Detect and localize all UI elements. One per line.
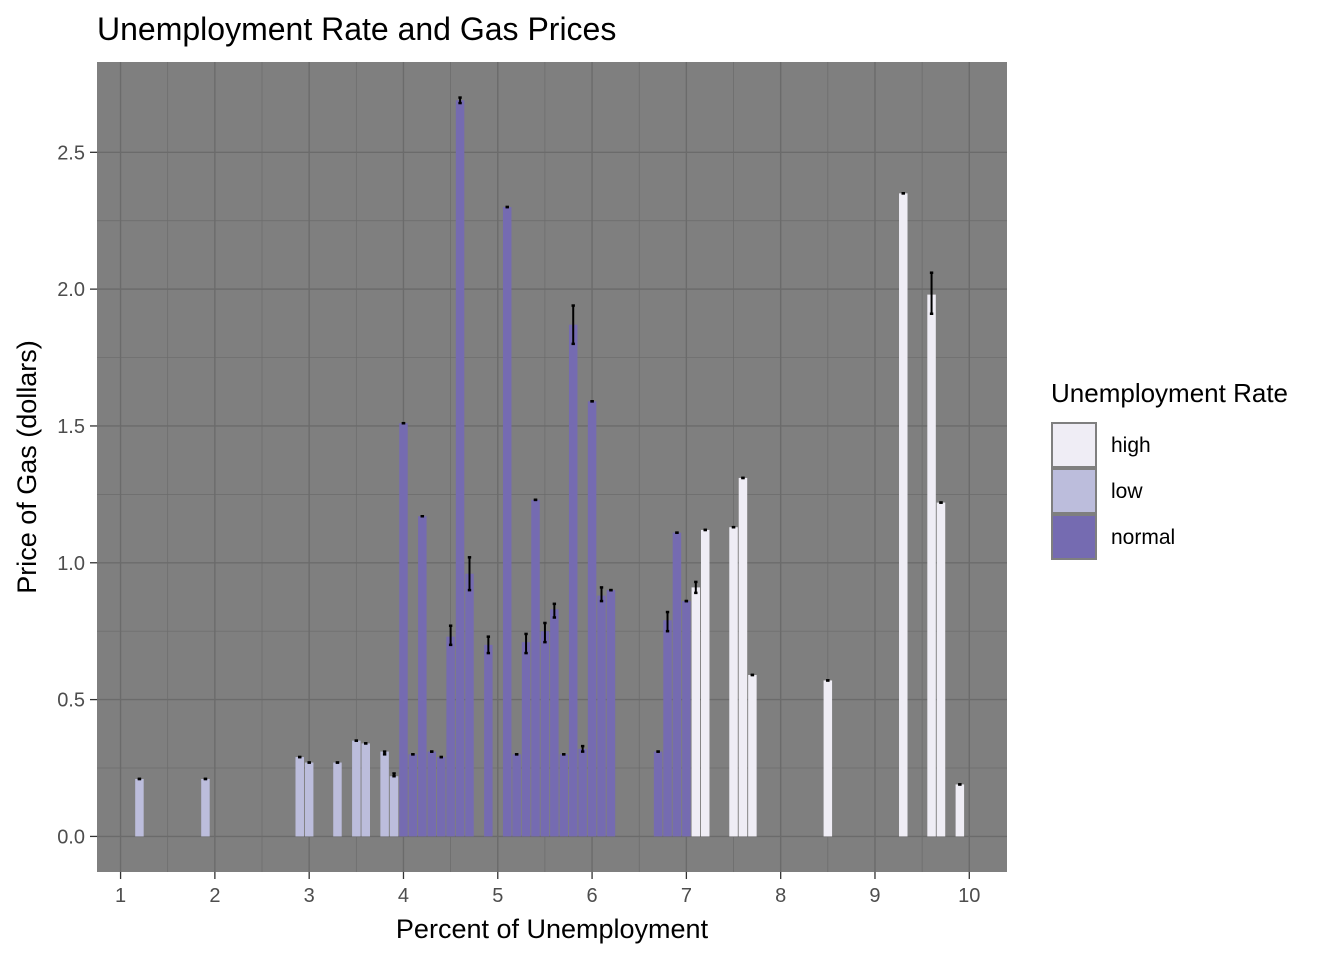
- bar-low: [380, 751, 389, 837]
- error-bar: [929, 271, 934, 316]
- error-bars: [137, 96, 962, 786]
- bar-normal: [587, 401, 597, 837]
- x-tick-label: 6: [587, 885, 598, 907]
- bar-normal: [653, 751, 663, 837]
- bar-normal: [436, 757, 446, 837]
- bar-high: [823, 680, 833, 837]
- legend-swatch-low: [1053, 470, 1095, 512]
- error-bar: [580, 744, 585, 753]
- bar-low: [352, 740, 361, 837]
- error-bar: [543, 621, 547, 644]
- bar-normal: [446, 636, 455, 837]
- bar-normal: [568, 324, 578, 837]
- bar-low: [135, 778, 144, 837]
- bar-high: [700, 529, 710, 837]
- x-tick-label: 7: [681, 885, 692, 907]
- error-bar: [448, 624, 453, 647]
- bar-normal: [606, 590, 616, 837]
- error-bar: [486, 635, 491, 655]
- y-axis-title: Price of Gas (dollars): [12, 340, 42, 594]
- bar-low: [304, 762, 314, 837]
- error-bar: [665, 610, 670, 633]
- legend-title: Unemployment Rate: [1051, 378, 1288, 408]
- bar-normal: [427, 751, 437, 837]
- x-tick-label: 9: [869, 885, 880, 907]
- legend-label-high: high: [1111, 434, 1151, 457]
- bar-high: [748, 674, 757, 837]
- bar-normal: [408, 754, 418, 837]
- bar-high: [936, 502, 946, 837]
- y-tick-label: 0.5: [57, 690, 85, 712]
- bar-normal: [663, 620, 672, 837]
- y-tick-label: 1.5: [57, 416, 85, 438]
- y-tick-label: 0.0: [57, 826, 85, 848]
- error-bar: [599, 586, 604, 603]
- bar-normal: [455, 100, 465, 837]
- error-bar: [467, 556, 472, 592]
- bar-normal: [672, 532, 682, 837]
- y-tick-label: 2.5: [57, 142, 85, 164]
- bar-normal: [597, 595, 606, 837]
- y-tick-label: 1.0: [57, 553, 85, 575]
- bar-low: [295, 757, 304, 837]
- x-tick-label: 5: [492, 885, 503, 907]
- bar-normal: [418, 516, 427, 837]
- bar-normal: [502, 207, 512, 837]
- bar-high: [729, 527, 738, 837]
- x-tick-label: 10: [958, 885, 980, 907]
- bar-high: [955, 784, 965, 837]
- legend-swatch-high: [1053, 424, 1095, 466]
- error-bar: [382, 750, 387, 756]
- x-axis-title: Percent of Unemployment: [396, 914, 709, 944]
- bar-normal: [465, 573, 474, 837]
- error-bar: [571, 304, 575, 346]
- x-tick-label: 1: [115, 885, 126, 907]
- bar-normal: [521, 642, 531, 837]
- bar-normal: [578, 748, 587, 837]
- x-tick-label: 3: [304, 885, 315, 907]
- bar-normal: [682, 601, 691, 837]
- bar-normal: [399, 423, 408, 837]
- bars: [135, 100, 965, 837]
- error-bar: [552, 602, 557, 619]
- bar-low: [361, 743, 370, 837]
- y-axis-ticks: 0.0 0.5 1.0 1.5 2.0 2.5: [57, 142, 97, 848]
- bar-high: [738, 477, 748, 837]
- error-bar: [524, 632, 528, 655]
- legend: Unemployment Rate high low normal: [1051, 378, 1288, 560]
- error-bar: [392, 772, 396, 778]
- bar-high: [899, 193, 908, 837]
- bar-normal: [484, 644, 493, 837]
- bar-normal: [550, 609, 559, 837]
- legend-label-normal: normal: [1111, 526, 1175, 549]
- bar-low: [333, 762, 342, 837]
- legend-swatch-normal: [1053, 516, 1095, 558]
- chart-title: Unemployment Rate and Gas Prices: [97, 11, 616, 47]
- error-bar: [694, 580, 698, 595]
- x-axis-ticks: 1 2 3 4 5 6 7 8 9 10: [115, 872, 980, 907]
- bar-normal: [512, 754, 521, 837]
- x-tick-label: 2: [209, 885, 220, 907]
- bar-normal: [540, 631, 550, 837]
- bar-low: [389, 776, 399, 837]
- error-bar: [458, 96, 462, 105]
- bar-high: [927, 294, 936, 837]
- bar-low: [201, 778, 210, 837]
- x-tick-label: 8: [775, 885, 786, 907]
- bar-normal: [531, 499, 540, 837]
- y-tick-label: 2.0: [57, 279, 85, 301]
- legend-label-low: low: [1111, 480, 1143, 503]
- bar-normal: [559, 754, 569, 837]
- bar-high: [691, 587, 701, 837]
- x-tick-label: 4: [398, 885, 409, 907]
